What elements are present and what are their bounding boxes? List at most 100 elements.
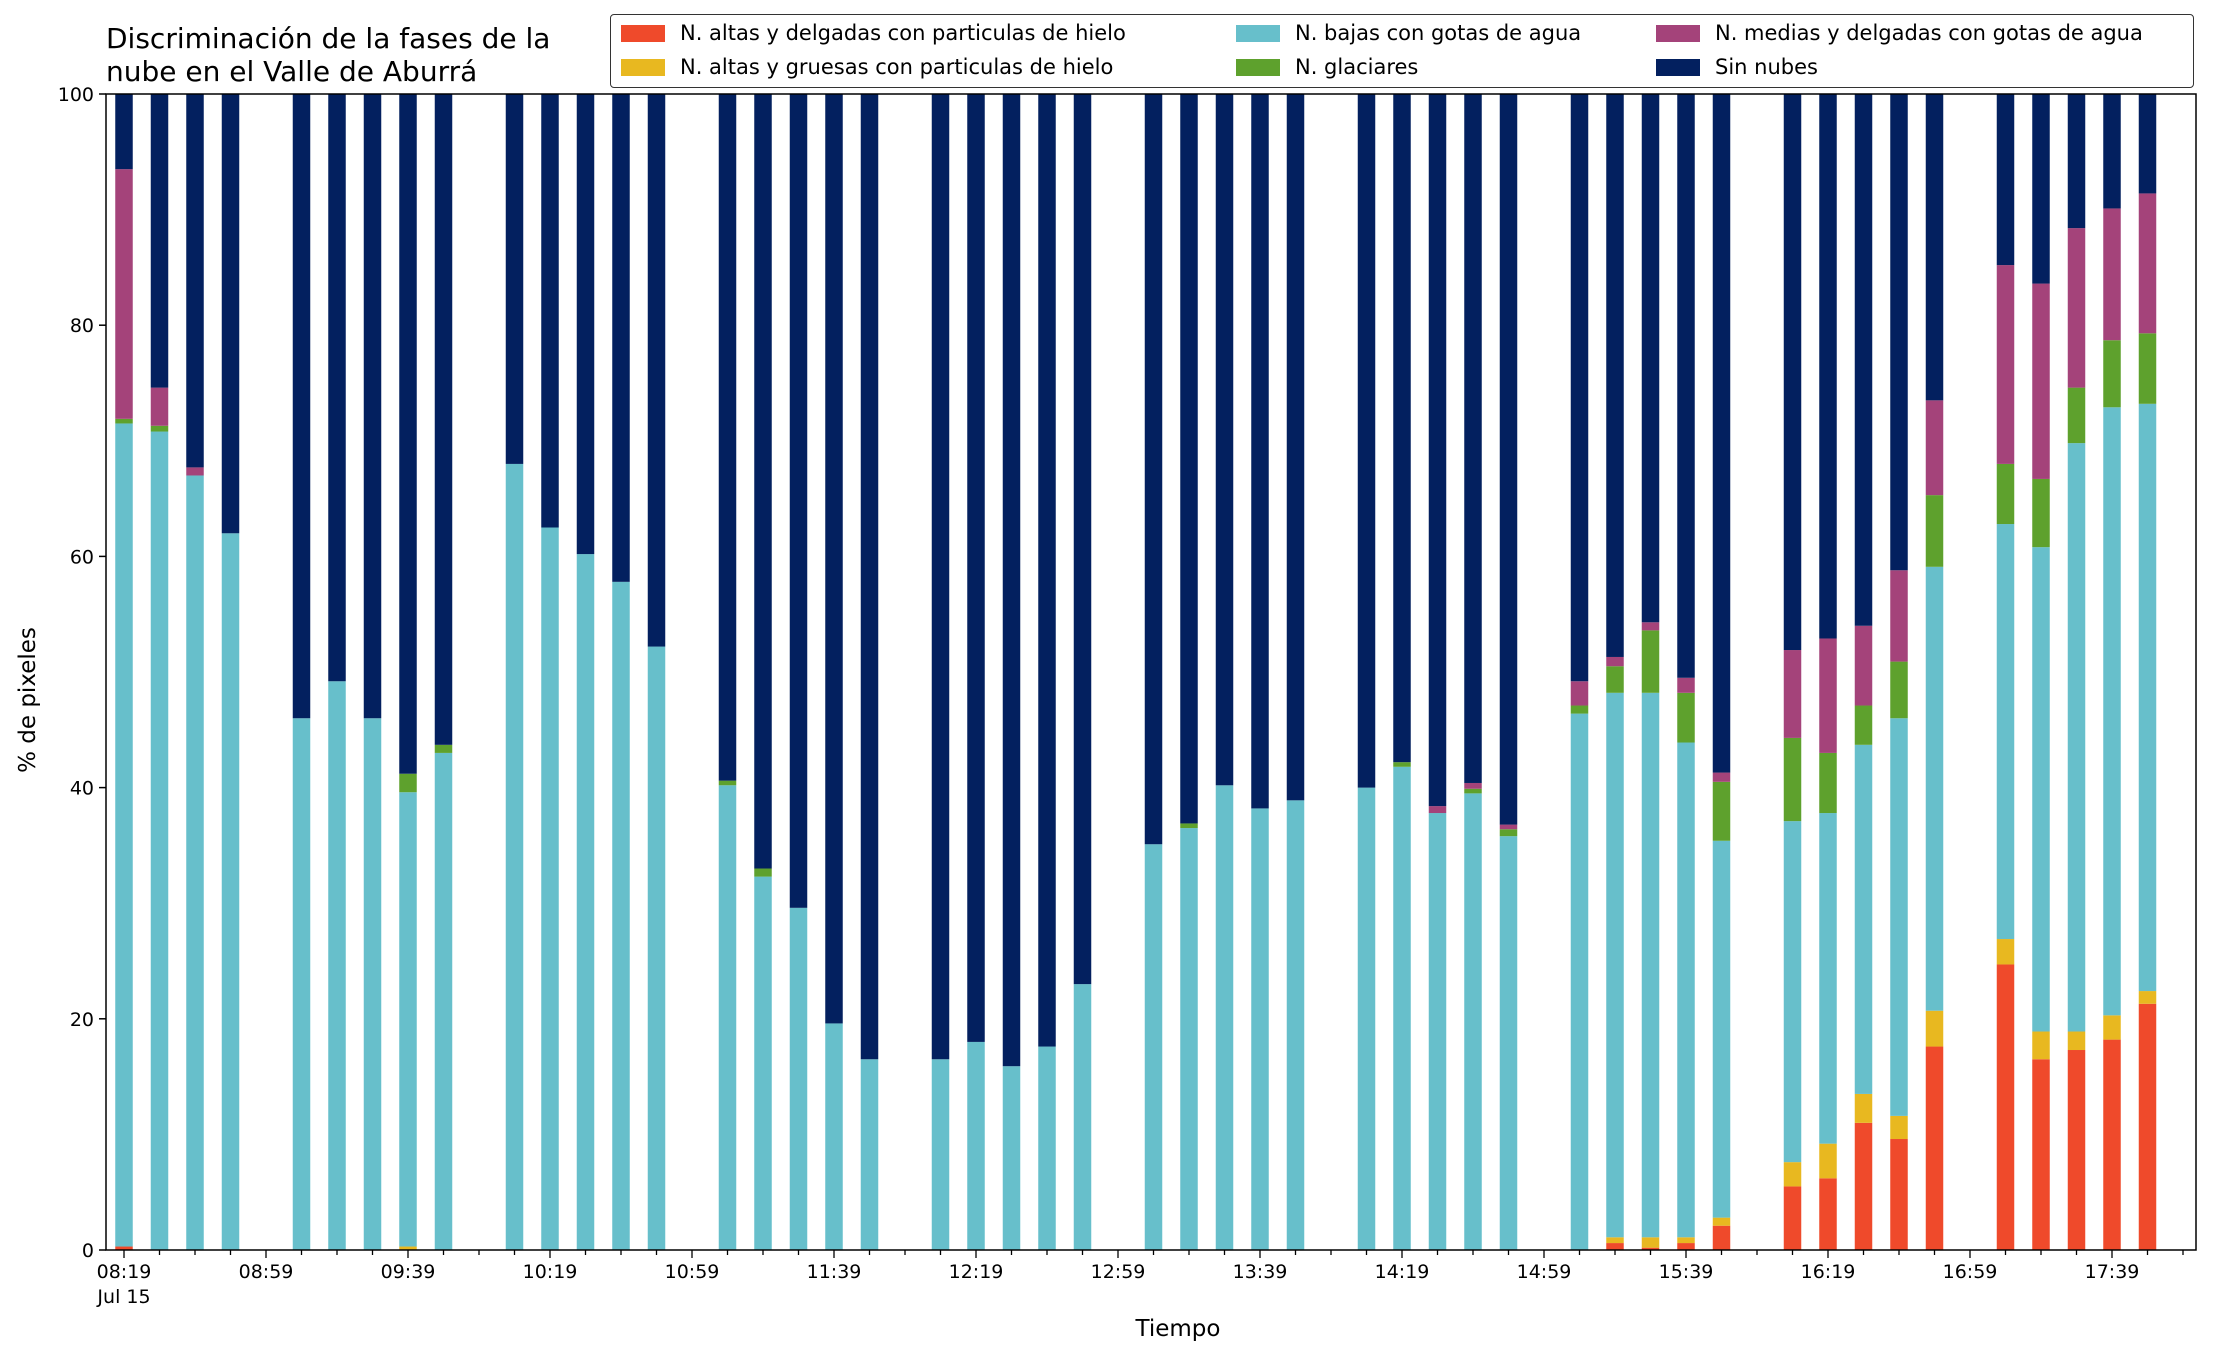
bar-segment [2067,1050,2086,1250]
bar-segment [399,94,417,774]
bar-segment [1286,94,1305,801]
bar-segment [221,94,240,534]
x-tick-label: 09:39 [381,1261,436,1283]
bar-segment [186,94,204,468]
bar-segment [1677,1243,1695,1250]
legend-item: N. glaciares [1236,53,1418,81]
bar-segment [718,785,737,1250]
bar-segment [1038,94,1056,1047]
bar-segment [1499,824,1518,830]
bar-segment [2103,94,2121,209]
bar-segment [647,94,666,647]
bar-segment [1783,1162,1802,1187]
x-tick-label: 08:19 [97,1261,152,1283]
bar-segment [825,1023,843,1250]
x-tick-label: 11:39 [807,1261,862,1283]
bar-stack [1144,94,1163,1250]
bar-stack [647,94,666,1250]
bar-segment [1641,94,1660,623]
bar-stack [1428,94,1447,1250]
x-tick-label: 12:59 [1091,1261,1146,1283]
bar-stack [150,94,169,1250]
bar-stack [1464,94,1482,1250]
bar-segment [186,467,204,476]
bar-segment [860,94,879,1060]
bar-segment [1464,94,1482,783]
x-tick-label: 16:59 [1943,1261,1998,1283]
legend-label: Sin nubes [1715,55,1818,79]
bar-segment [1002,1066,1021,1250]
bar-segment [1393,94,1411,763]
bar-stack [2032,94,2050,1250]
bar-segment [1464,788,1482,794]
bar-stack [399,94,417,1250]
x-tick-label: 12:19 [949,1261,1004,1283]
bar-segment [1570,705,1589,714]
bar-segment [2103,1039,2121,1250]
bar-segment [1996,524,2015,940]
bar-segment [115,94,133,170]
bar-stack [1925,94,1944,1250]
legend-item: N. altas y delgadas con particulas de hi… [621,19,1126,47]
bar-stack [612,94,630,1250]
legend-swatch [1236,24,1280,42]
bar-segment [1854,705,1873,745]
legend-swatch [621,58,665,76]
bar-segment [2103,208,2121,341]
bar-segment [328,94,346,682]
bar-stack [1180,94,1198,1250]
bar-segment [2138,193,2157,334]
bar-segment [541,94,559,528]
bar-segment [1073,94,1092,985]
legend-swatch [1656,24,1700,42]
bar-segment [186,475,204,1251]
bar-segment [505,94,524,464]
legend-item: N. bajas con gotas de agua [1236,19,1581,47]
bar-segment [2067,387,2086,444]
y-tick-label: 0 [82,1240,94,1262]
bar-stack [1712,94,1731,1250]
y-tick-label: 20 [70,1009,94,1031]
bar-stack [1606,94,1624,1250]
bar-segment [1712,1217,1731,1226]
bar-segment [1819,94,1837,639]
bar-segment [1819,1143,1837,1179]
bar-segment [2032,1059,2050,1250]
bar-segment [1499,836,1518,1250]
bar-segment [1819,752,1837,814]
bar-segment [1002,94,1021,1067]
bar-segment [1890,718,1908,1116]
bar-stack [221,94,240,1250]
chart-title: Discriminación de la fases de la nube en… [106,22,551,88]
bar-segment [576,94,595,555]
bar-segment [1641,692,1660,1238]
bar-segment [1854,625,1873,706]
bars-layer [115,94,2157,1251]
bar-segment [754,868,772,877]
bar-segment [1996,939,2015,965]
bar-segment [1180,94,1198,824]
bar-segment [1819,638,1837,753]
x-tick-label: 10:59 [665,1261,720,1283]
bar-segment [1677,1237,1695,1244]
x-tick-label: 08:59 [239,1261,294,1283]
bar-stack [1819,94,1837,1250]
bar-segment [1890,1139,1908,1250]
bar-segment [1819,1178,1837,1250]
bar-segment [2067,228,2086,388]
bar-segment [1890,570,1908,662]
bar-segment [2138,403,2157,992]
bar-segment [505,463,524,1250]
plot-frame [105,93,2197,1251]
bar-segment [2032,1031,2050,1060]
bar-stack [434,94,453,1250]
bar-stack [328,94,346,1250]
bar-segment [1038,1046,1056,1250]
legend-swatch [1656,58,1700,76]
bar-segment [1783,821,1802,1163]
bar-stack [754,94,772,1250]
bar-segment [1854,1122,1873,1250]
bar-segment [1925,1010,1944,1047]
bar-segment [1712,1225,1731,1250]
